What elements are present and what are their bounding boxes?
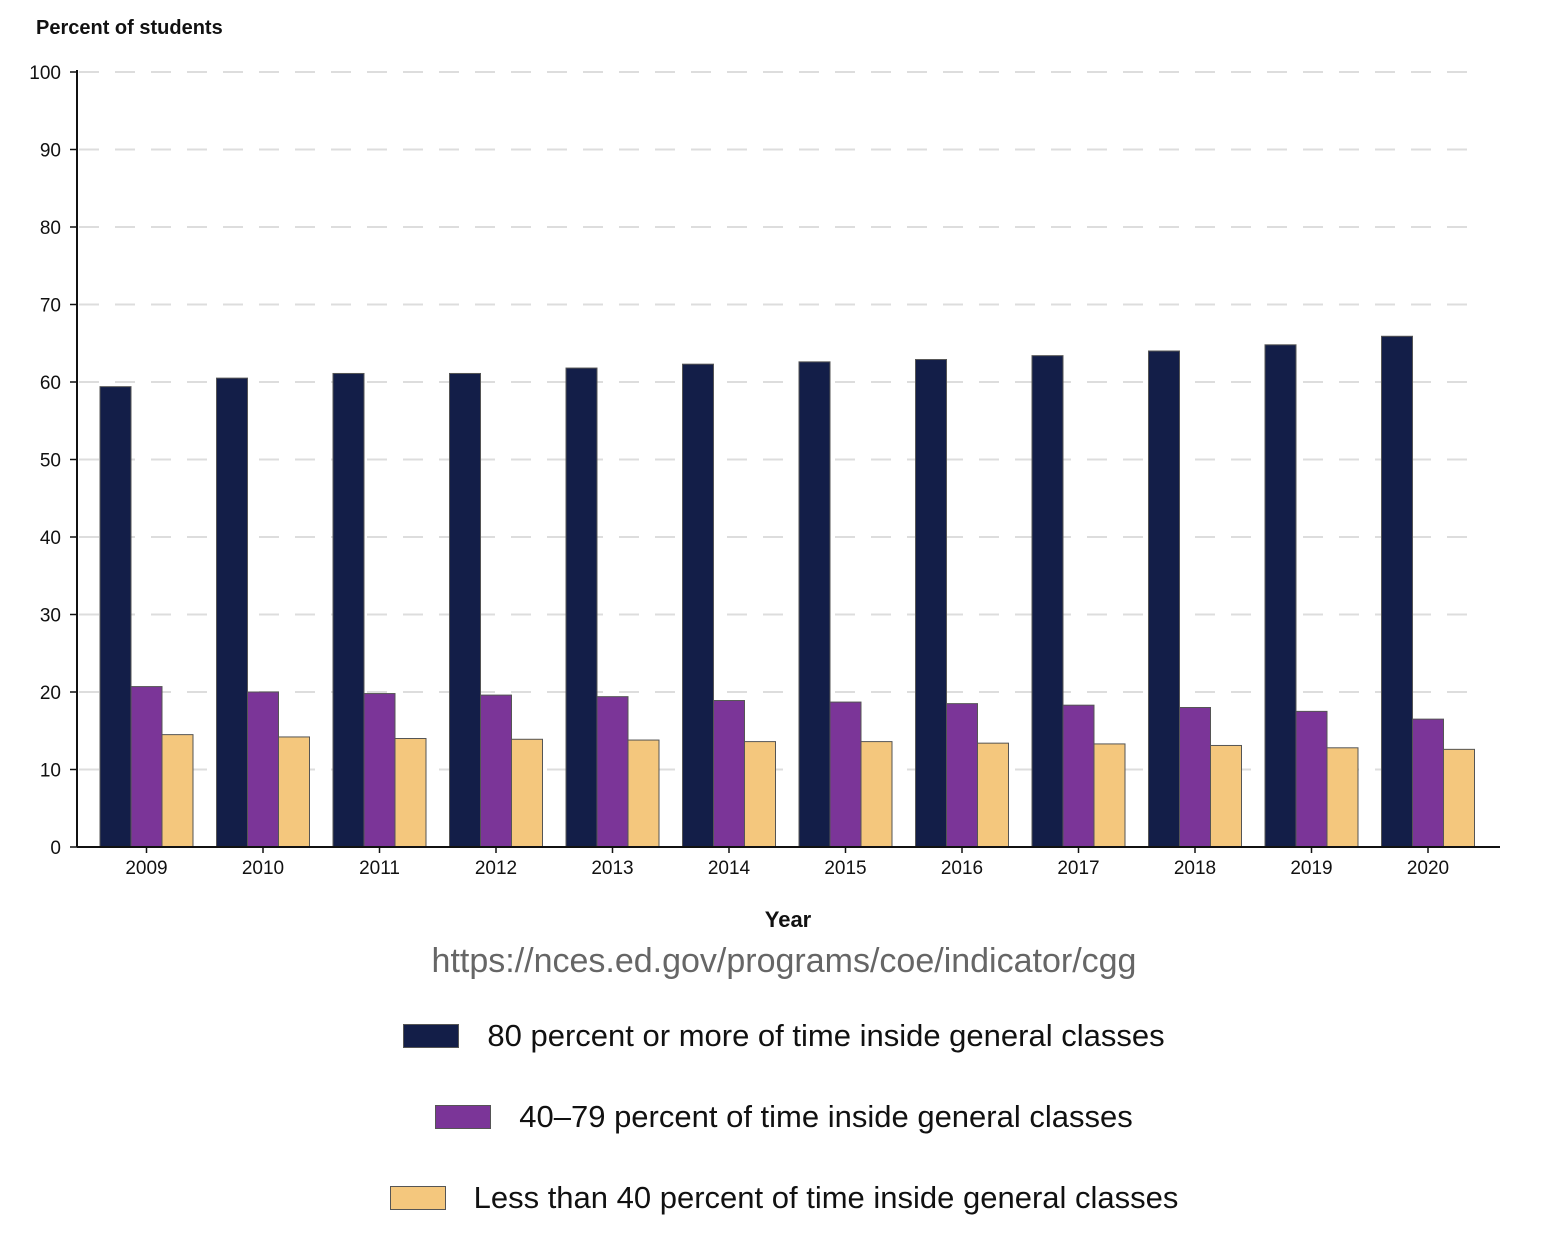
bar-2020-series-1 bbox=[1381, 335, 1413, 848]
bar-2010-series-2 bbox=[247, 691, 279, 848]
bar-2012-series-2 bbox=[480, 694, 512, 848]
bar-2016-series-3 bbox=[977, 742, 1009, 848]
legend-swatch bbox=[389, 1186, 446, 1210]
source-url: https://nces.ed.gov/programs/coe/indicat… bbox=[431, 942, 1137, 980]
bar-2018-series-2 bbox=[1179, 707, 1211, 848]
x-tick-label: 2012 bbox=[475, 858, 517, 879]
x-tick-label: 2016 bbox=[941, 858, 983, 879]
bar-2011-series-3 bbox=[394, 738, 427, 848]
y-tick-label: 100 bbox=[29, 63, 61, 84]
bar-2018-series-3 bbox=[1210, 744, 1242, 848]
x-tick-label: 2019 bbox=[1290, 858, 1332, 879]
legend-item-80-percent-or-more: 80 percent or more of time inside genera… bbox=[0, 1018, 1568, 1054]
bar-2011-series-2 bbox=[363, 693, 396, 848]
y-tick-label: 90 bbox=[40, 141, 61, 162]
bar-2009-series-2 bbox=[130, 686, 163, 848]
x-axis-ticks: 2009 2010 2011 2012 2013 2014 2015 2016 2017 2018… bbox=[125, 847, 1449, 879]
x-tick-label: 2015 bbox=[824, 858, 866, 879]
bar-2020-series-3 bbox=[1443, 748, 1475, 848]
y-tick-label: 10 bbox=[40, 761, 61, 782]
bar-2014-series-2 bbox=[713, 700, 745, 848]
legend-swatch bbox=[435, 1105, 492, 1129]
bar-2019-series-3 bbox=[1326, 747, 1359, 848]
bar-2012-series-3 bbox=[511, 738, 543, 848]
bar-2014-series-1 bbox=[682, 363, 714, 848]
bar-2015-series-2 bbox=[829, 701, 862, 848]
bar-2012-series-1 bbox=[449, 372, 481, 848]
bar-2016-series-1 bbox=[915, 359, 947, 848]
legend-label: 80 percent or more of time inside genera… bbox=[487, 1018, 1165, 1053]
bar-2009-series-1 bbox=[99, 386, 132, 848]
bar-2011-series-1 bbox=[332, 372, 365, 848]
grouped-bar-chart: Percent of students 0 10 20 30 40 50 60 70 80 90 1… bbox=[29, 17, 1500, 932]
legend-label: 40–79 percent of time inside general cla… bbox=[519, 1099, 1133, 1134]
bar-2010-series-3 bbox=[278, 736, 310, 848]
gridlines bbox=[79, 71, 1480, 771]
bar-2013-series-2 bbox=[596, 696, 629, 848]
bar-2010-series-1 bbox=[216, 377, 248, 848]
y-axis-title: Percent of students bbox=[36, 17, 223, 39]
x-tick-label: 2013 bbox=[591, 858, 633, 879]
x-axis-title: Year bbox=[765, 907, 812, 932]
y-tick-label: 50 bbox=[40, 451, 61, 472]
x-tick-label: 2020 bbox=[1407, 858, 1449, 879]
x-tick-label: 2009 bbox=[125, 858, 167, 879]
y-tick-label: 60 bbox=[40, 373, 61, 394]
bar-2018-series-1 bbox=[1148, 350, 1180, 848]
bar-2020-series-2 bbox=[1412, 718, 1444, 848]
x-tick-label: 2018 bbox=[1174, 858, 1216, 879]
bar-2016-series-2 bbox=[946, 703, 978, 848]
y-tick-label: 0 bbox=[50, 838, 61, 859]
y-tick-label: 70 bbox=[40, 296, 61, 317]
x-tick-label: 2014 bbox=[708, 858, 751, 879]
legend-item-40-79-percent: 40–79 percent of time inside general cla… bbox=[0, 1099, 1568, 1135]
legend-swatch bbox=[403, 1024, 460, 1048]
x-tick-label: 2017 bbox=[1057, 858, 1099, 879]
y-tick-label: 20 bbox=[40, 683, 61, 704]
bar-2017-series-2 bbox=[1062, 704, 1095, 848]
x-tick-label: 2010 bbox=[242, 858, 284, 879]
bar-2017-series-3 bbox=[1093, 743, 1126, 848]
bar-2019-series-2 bbox=[1295, 710, 1328, 848]
bar-2017-series-1 bbox=[1031, 355, 1064, 848]
bars bbox=[99, 335, 1475, 848]
bar-2015-series-3 bbox=[860, 741, 893, 848]
bar-2013-series-3 bbox=[627, 739, 660, 848]
x-tick-label: 2011 bbox=[359, 858, 400, 879]
y-tick-label: 30 bbox=[40, 606, 61, 627]
legend-label: Less than 40 percent of time inside gene… bbox=[473, 1180, 1179, 1215]
bar-2015-series-1 bbox=[798, 361, 831, 848]
bar-2013-series-1 bbox=[565, 367, 598, 848]
bar-2009-series-3 bbox=[161, 734, 194, 848]
y-tick-label: 40 bbox=[40, 528, 61, 549]
y-axis-ticks: 0 10 20 30 40 50 60 70 80 90 100 bbox=[29, 63, 77, 859]
legend-item-less-than-40-percent: Less than 40 percent of time inside gene… bbox=[0, 1180, 1568, 1216]
y-tick-label: 80 bbox=[40, 218, 61, 239]
bar-2019-series-1 bbox=[1264, 344, 1297, 848]
bar-2014-series-3 bbox=[744, 741, 776, 848]
